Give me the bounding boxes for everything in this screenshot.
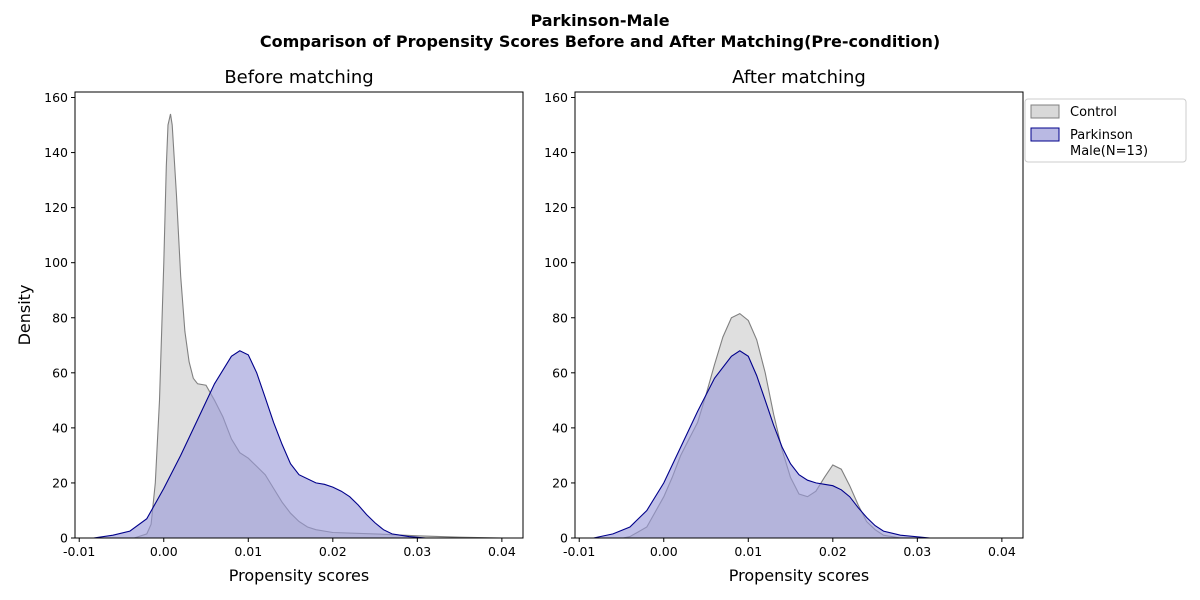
y-tick-label: 40 [552,420,568,435]
y-tick-label: 80 [552,310,568,325]
x-axis-label: Propensity scores [729,566,869,585]
legend-label: Male(N=13) [1070,144,1148,159]
x-tick-label: 0.00 [150,544,178,559]
y-tick-label: 100 [44,255,68,270]
y-tick-label: 60 [552,365,568,380]
y-tick-label: 80 [52,310,68,325]
after-matching-panel: -0.01 0.00 0.01 0.02 0.03 0.04 0 20 40 60 80 100 120… [544,67,1024,585]
legend-label: Parkinson [1070,128,1133,143]
legend-swatch-control [1030,104,1060,119]
density-line-case [93,350,426,539]
density-area-case [93,350,426,538]
x-tick-label: -0.01 [63,544,95,559]
x-tick-label: 0.01 [234,544,262,559]
y-tick-label: 160 [544,90,568,105]
y-tick-label: 0 [60,531,68,546]
suptitle-line-1: Parkinson-Male [530,11,670,30]
x-tick-label: 0.00 [650,544,678,559]
y-tick-label: 140 [44,145,68,160]
panel-title: Before matching [224,67,373,88]
y-tick-label: 120 [544,200,568,215]
panel-title: After matching [732,67,866,88]
axes-frame [574,91,1024,539]
x-tick-label: 0.04 [488,544,516,559]
y-tick-label: 140 [544,145,568,160]
figure-suptitle: Parkinson-Male Comparison of Propensity … [0,10,1200,52]
y-tick-label: 20 [52,475,68,490]
x-tick-label: 0.02 [319,544,347,559]
suptitle-line-2: Comparison of Propensity Scores Before a… [259,32,941,51]
y-tick-label: 40 [52,420,68,435]
x-tick-label: 0.01 [734,544,762,559]
y-tick-label: 160 [44,90,68,105]
axes-frame [74,91,524,539]
x-tick-label: 0.02 [819,544,847,559]
y-tick-label: 20 [552,475,568,490]
density-area-case [593,350,930,538]
x-tick-label: -0.01 [563,544,595,559]
legend-label: Control [1070,105,1117,120]
y-tick-label: 60 [52,365,68,380]
x-axis-label: Propensity scores [229,566,369,585]
y-axis-label: Density [15,285,34,346]
before-matching-panel: -0.01 0.00 0.01 0.02 0.03 0.04 0 20 40 60 80 100 120… [15,67,524,585]
y-tick-label: 0 [560,531,568,546]
y-tick-label: 120 [44,200,68,215]
density-line-case [593,350,931,539]
legend-swatch-parkinson-male [1030,127,1060,142]
y-tick-label: 100 [544,255,568,270]
x-tick-label: 0.03 [903,544,931,559]
x-tick-label: 0.03 [403,544,431,559]
legend-frame [1024,98,1187,163]
x-tick-label: 0.04 [988,544,1016,559]
